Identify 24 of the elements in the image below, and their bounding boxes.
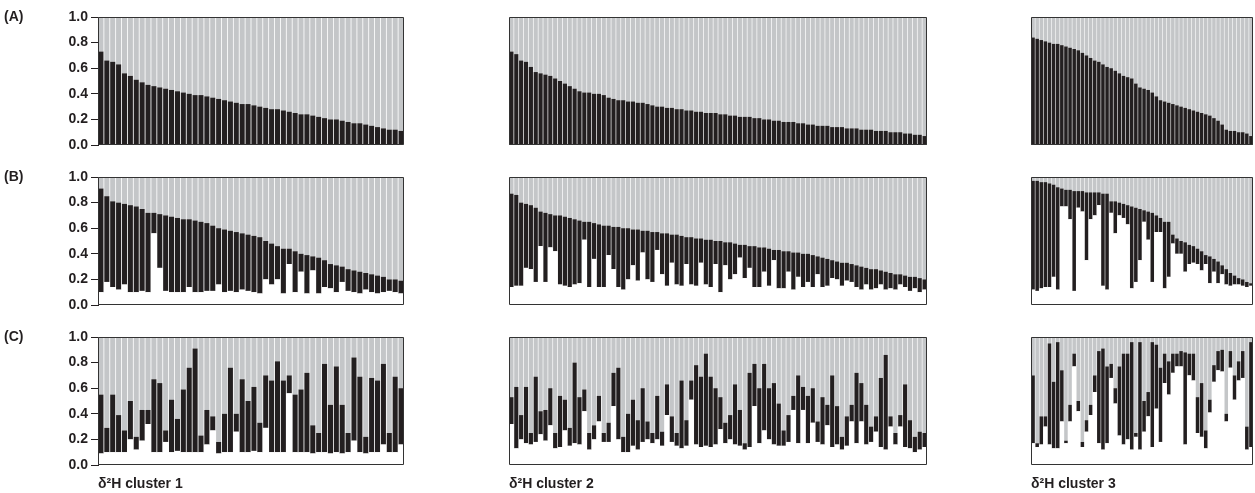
y-tick-label: 0.8 — [68, 193, 89, 210]
y-tick-label: 0.6 — [68, 59, 89, 76]
y-tick-label: 0.4 — [68, 244, 89, 261]
text: (C) — [4, 327, 24, 344]
y-tick-label: 0.2 — [68, 270, 89, 287]
y-tick-label: 0.6 — [68, 219, 89, 236]
y-tick-label: 0.2 — [68, 110, 89, 127]
y-tick-label: 0.0 — [68, 455, 89, 472]
y-tick-label: 0.4 — [68, 404, 89, 421]
y-tick-label: 1.0 — [68, 7, 89, 24]
y-tick-label: 0.8 — [68, 33, 89, 50]
x-axis-title: δ²H cluster 2 — [509, 475, 594, 492]
y-tick-label: 0.8 — [68, 353, 89, 370]
text: (A) — [4, 7, 24, 24]
y-tick-label: 0.4 — [68, 84, 89, 101]
y-tick-label: 1.0 — [68, 167, 89, 184]
y-tick-label: 0.0 — [68, 135, 89, 152]
y-tick-label: 0.0 — [68, 295, 89, 312]
x-axis-title: δ²H cluster 3 — [1031, 475, 1116, 492]
y-tick-label: 0.6 — [68, 379, 89, 396]
y-tick-label: 0.2 — [68, 430, 89, 447]
text: (B) — [4, 167, 24, 184]
x-axis-title: δ²H cluster 1 — [98, 475, 183, 492]
y-tick-label: 1.0 — [68, 327, 89, 344]
